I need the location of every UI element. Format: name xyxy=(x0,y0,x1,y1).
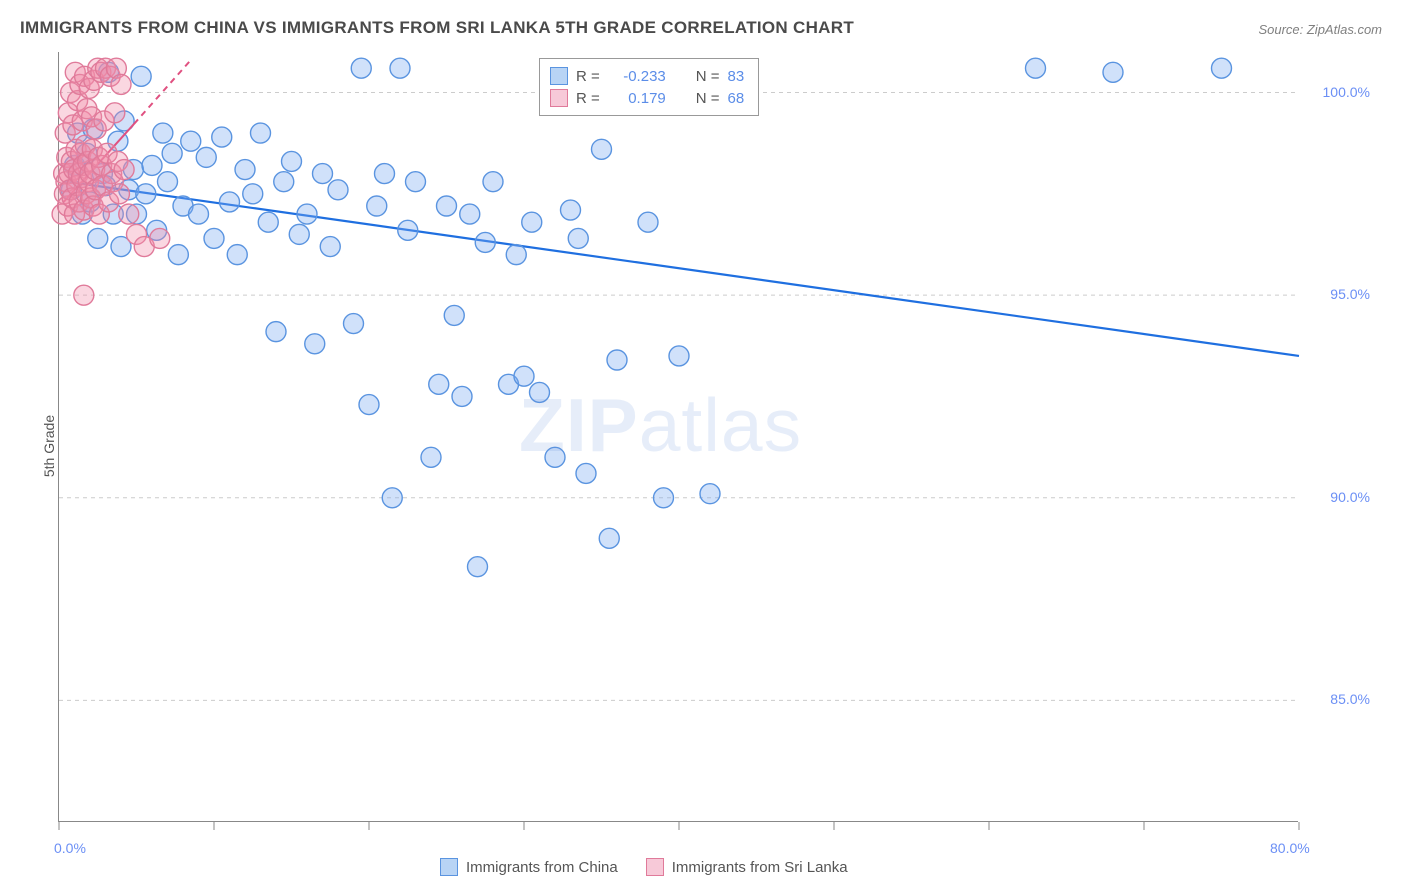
legend-swatch xyxy=(550,67,568,85)
series-legend-item: Immigrants from China xyxy=(440,858,618,876)
y-tick-label: 90.0% xyxy=(1310,489,1370,505)
legend-swatch xyxy=(440,858,458,876)
y-tick-label: 100.0% xyxy=(1310,84,1370,100)
series-legend-item: Immigrants from Sri Lanka xyxy=(646,858,848,876)
scatter-plot-svg xyxy=(59,52,1298,821)
y-tick-label: 85.0% xyxy=(1310,691,1370,707)
x-tick-label: 80.0% xyxy=(1270,840,1310,856)
chart-title: IMMIGRANTS FROM CHINA VS IMMIGRANTS FROM… xyxy=(20,18,854,38)
x-tick-label: 0.0% xyxy=(54,840,86,856)
source-attribution: Source: ZipAtlas.com xyxy=(1258,22,1382,37)
legend-swatch xyxy=(646,858,664,876)
correlation-legend-row: R =-0.233N = 83 xyxy=(550,65,744,87)
y-tick-label: 95.0% xyxy=(1310,286,1370,302)
y-axis-label: 5th Grade xyxy=(41,415,57,477)
legend-swatch xyxy=(550,89,568,107)
plot-area: ZIPatlas R =-0.233N = 83R =0.179N = 68 xyxy=(58,52,1298,822)
correlation-legend-row: R =0.179N = 68 xyxy=(550,87,744,109)
series-legend: Immigrants from China Immigrants from Sri… xyxy=(440,858,848,876)
series-name: Immigrants from Sri Lanka xyxy=(672,859,848,876)
series-name: Immigrants from China xyxy=(466,859,618,876)
correlation-legend: R =-0.233N = 83R =0.179N = 68 xyxy=(539,58,759,116)
